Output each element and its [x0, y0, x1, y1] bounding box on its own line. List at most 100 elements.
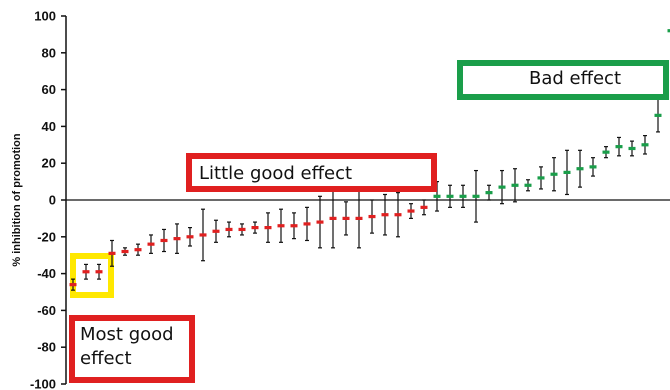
marker-good	[329, 216, 337, 220]
data-point	[342, 201, 350, 236]
data-point	[95, 263, 103, 280]
data-point	[147, 234, 155, 254]
data-point	[511, 168, 519, 203]
marker-bad	[628, 146, 636, 151]
marker-bad	[641, 143, 649, 147]
marker-bad	[433, 194, 441, 198]
data-point	[82, 263, 90, 280]
marker-good	[108, 251, 116, 255]
marker-good	[134, 248, 142, 252]
data-point	[628, 140, 636, 157]
y-tick-label: 80	[42, 45, 56, 60]
data-point	[121, 247, 129, 256]
data-point	[446, 184, 454, 208]
marker-bad	[589, 165, 597, 169]
data-point	[459, 184, 467, 208]
marker-good	[160, 238, 168, 243]
data-point	[472, 169, 480, 223]
data-point	[212, 219, 220, 243]
data-point	[498, 169, 506, 205]
marker-good	[121, 249, 129, 254]
marker-bad	[654, 113, 662, 117]
y-axis-label: % inhibition of promotion	[11, 133, 23, 266]
data-point	[537, 166, 545, 190]
data-point	[485, 184, 493, 201]
y-tick-label: -20	[37, 229, 56, 244]
marker-bad	[472, 194, 480, 198]
marker-bad	[563, 170, 571, 174]
marker-bad	[459, 194, 467, 198]
marker-good	[212, 229, 220, 233]
highlight-box-yellow	[70, 253, 114, 298]
annotation-box-bad-effect	[457, 60, 669, 100]
data-point	[524, 179, 532, 192]
data-point	[381, 193, 389, 236]
data-point	[355, 188, 363, 249]
y-tick-label: -60	[37, 303, 56, 318]
annotation-little-good-effect: Little good effect	[199, 163, 352, 184]
y-axis: 100 80 60 40 20 0 -20 -40 -60 -80 -100	[30, 9, 67, 390]
marker-good	[95, 270, 103, 274]
marker-good	[394, 213, 402, 217]
marker-good	[82, 270, 90, 274]
y-tick-label: 0	[49, 193, 56, 208]
data-point	[277, 208, 285, 243]
data-point	[602, 146, 610, 159]
data-point	[329, 188, 337, 249]
marker-good	[147, 242, 155, 246]
marker-good	[316, 220, 324, 224]
data-point	[238, 223, 246, 236]
data-point	[394, 192, 402, 238]
marker-bad	[537, 176, 545, 180]
marker-good	[186, 235, 194, 239]
data-point	[251, 221, 259, 234]
marker-bad	[576, 167, 584, 171]
marker-bad	[446, 194, 454, 198]
data-point	[186, 227, 194, 247]
y-tick-label: -100	[30, 377, 56, 390]
marker-bad	[524, 183, 532, 187]
annotation-most-good-effect-line: effect	[80, 348, 132, 369]
data-point	[589, 157, 597, 177]
data-point	[407, 203, 415, 219]
marker-good	[290, 224, 298, 228]
data-point	[199, 208, 207, 262]
data-point	[667, 29, 670, 33]
annotations: Bad effect Little good effect Most good eff…	[69, 60, 669, 383]
data-point	[615, 136, 623, 157]
data-point	[290, 212, 298, 240]
data-point	[108, 239, 116, 267]
marker-good	[303, 222, 311, 226]
data-point	[641, 135, 649, 155]
marker-good	[342, 216, 350, 220]
marker-bad	[602, 150, 610, 154]
marker-good	[381, 213, 389, 217]
y-tick-label: 20	[42, 156, 56, 171]
marker-good	[355, 216, 363, 220]
data-point	[563, 149, 571, 196]
marker-good	[407, 209, 415, 213]
marker-good	[368, 214, 376, 219]
data-point	[420, 199, 428, 216]
marker-bad	[667, 29, 670, 33]
y-tick-label: 40	[42, 119, 56, 134]
marker-good	[420, 205, 428, 209]
annotation-bad-effect: Bad effect	[529, 68, 621, 89]
data-point	[134, 243, 142, 256]
annotation-most-good-effect-line: Most good	[80, 324, 174, 345]
data-point	[69, 278, 77, 291]
data-point	[264, 212, 272, 243]
y-tick-label: 60	[42, 82, 56, 97]
marker-good	[251, 226, 259, 230]
y-tick-label: -80	[37, 340, 56, 355]
marker-bad	[550, 172, 558, 176]
marker-good	[69, 283, 77, 287]
data-point	[303, 206, 311, 242]
marker-bad	[615, 145, 623, 149]
data-point	[173, 223, 181, 254]
highlight-layer	[70, 253, 114, 298]
marker-good	[238, 227, 246, 232]
y-tick-label: -40	[37, 266, 56, 281]
data-point	[576, 149, 584, 188]
